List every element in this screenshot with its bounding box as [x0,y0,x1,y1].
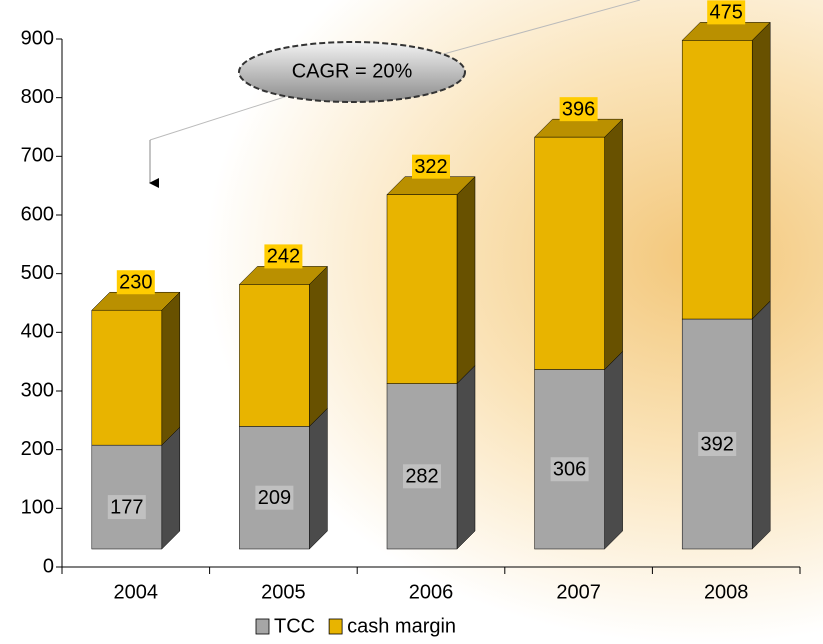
data-label-group: 282 [403,464,441,489]
annotation-line [439,0,641,56]
data-label: 396 [562,98,595,120]
data-label-box [412,154,450,179]
bar-side [456,176,476,385]
bar [91,309,163,446]
y-tick-label: 700 [21,145,54,167]
data-label: 177 [110,496,143,518]
bar [239,284,310,427]
data-label-box [403,464,441,489]
data-label: 392 [701,433,734,455]
y-tick-label: 400 [21,321,54,343]
bar-side [604,350,623,550]
bar-segment [681,21,771,320]
data-label-box [698,432,737,457]
data-label: 209 [258,487,291,509]
y-tick-label: 600 [21,203,54,225]
annotation-text: CAGR = 20% [292,60,413,82]
data-label: 282 [405,466,438,488]
bar [681,40,753,320]
bar-segment [386,176,476,385]
data-label-group: 209 [255,485,294,510]
data-label: 230 [119,272,152,294]
annotation-line [149,91,301,141]
data-label-box [255,485,294,510]
data-label-box [107,495,146,520]
data-label: 306 [553,459,586,481]
x-tick-label: 2006 [409,581,454,603]
data-label-box [559,97,598,122]
y-tick-label: 500 [21,262,54,284]
data-label: 475 [710,2,743,24]
bar-segment [533,350,624,550]
data-label-group: 322 [412,154,450,179]
bar [534,136,605,370]
y-tick-label: 0 [43,555,54,577]
bar-segment [91,426,181,550]
legend-label: cash margin [347,615,456,637]
data-label-group: 242 [264,244,303,269]
bar-side [309,265,328,427]
bar-segment [238,265,329,427]
y-tick-label: 100 [21,497,54,519]
data-label-group: 177 [107,495,146,520]
data-label-box [116,270,155,295]
y-tick-label: 800 [21,86,54,108]
data-label-group: 396 [559,97,598,122]
data-label: 242 [267,246,300,268]
data-label-group: 475 [707,0,746,25]
bar-side [161,426,181,550]
x-tick-label: 2008 [704,581,749,603]
bar-side [751,300,771,550]
y-tick-label: 200 [21,438,54,460]
y-tick-label: 300 [21,379,54,401]
bar-side [456,364,476,550]
data-label-box [550,457,589,482]
x-tick-label: 2004 [114,581,159,603]
bar-segment [386,364,476,550]
annotation-ellipse [238,41,466,103]
data-label-group: 306 [550,457,589,482]
bar [386,194,458,384]
bar-segment [91,291,181,446]
data-label-group: 392 [698,432,737,457]
data-label-group: 230 [116,270,155,295]
legend-swatch [255,618,270,635]
bar-segment [238,407,329,550]
x-tick-label: 2005 [261,581,306,603]
x-tick-label: 2007 [556,581,601,603]
bar-segment [681,300,771,550]
legend-label: TCC [274,615,315,637]
data-label: 322 [414,156,447,178]
legend-swatch [328,618,343,635]
data-label-box [264,244,303,269]
bar-segment [533,118,624,371]
bar-side [604,118,623,371]
data-label-box [707,0,746,25]
bar-side [309,407,328,550]
annotation: CAGR = 20% [149,0,641,188]
bar-side [161,291,181,446]
bar-side [751,21,771,320]
y-tick-label: 900 [21,27,54,49]
